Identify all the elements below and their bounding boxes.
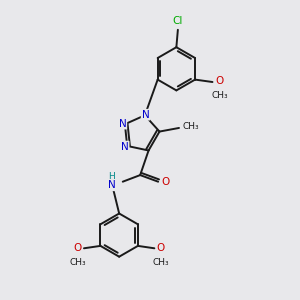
- Text: CH₃: CH₃: [69, 258, 86, 267]
- Text: CH₃: CH₃: [182, 122, 199, 131]
- Text: N: N: [118, 118, 126, 129]
- Text: CH₃: CH₃: [153, 258, 169, 267]
- Text: O: O: [161, 177, 170, 187]
- Text: CH₃: CH₃: [212, 91, 228, 100]
- Text: O: O: [157, 243, 165, 253]
- Text: O: O: [215, 76, 223, 86]
- Text: Cl: Cl: [173, 16, 183, 26]
- Text: O: O: [73, 243, 82, 253]
- Text: N: N: [121, 142, 129, 152]
- Text: N: N: [108, 180, 116, 190]
- Text: N: N: [142, 110, 149, 120]
- Text: H: H: [108, 172, 115, 181]
